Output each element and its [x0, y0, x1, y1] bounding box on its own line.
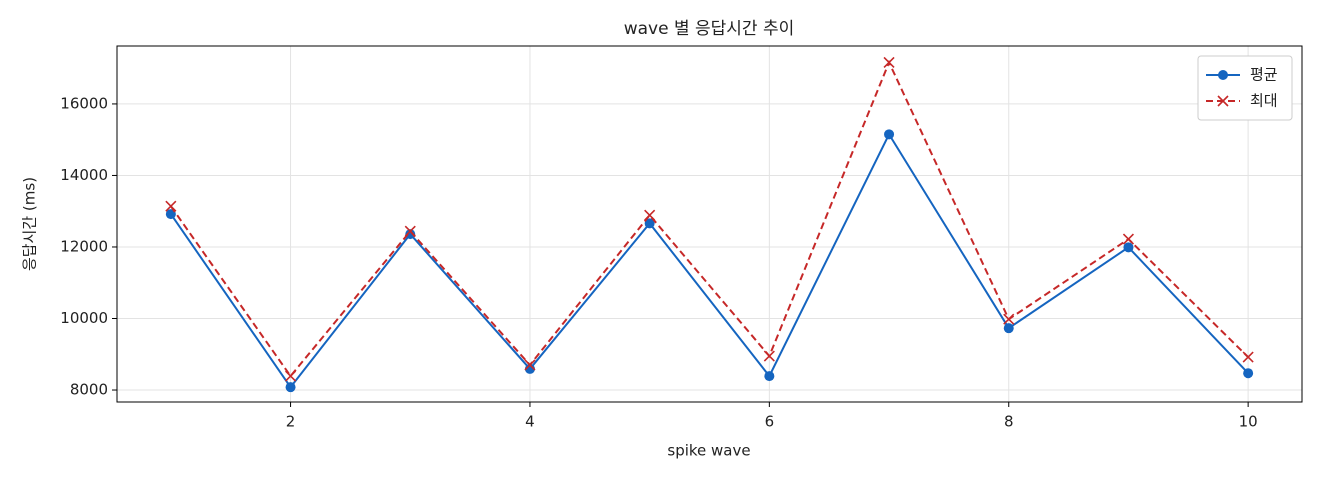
- x-axis-label: spike wave: [667, 442, 750, 460]
- marker: [1003, 313, 1015, 325]
- marker: [1122, 233, 1135, 245]
- marker: [284, 370, 297, 382]
- series-line: [170, 132, 1249, 389]
- x-tick-label: 10: [1239, 413, 1258, 431]
- y-tick-label: 16000: [60, 94, 108, 112]
- chart-title: wave 별 응답시간 추이: [624, 19, 795, 39]
- y-tick-label: 8000: [70, 381, 108, 399]
- marker: [285, 382, 296, 393]
- plot-frame: [116, 45, 1303, 403]
- marker: [1218, 70, 1228, 80]
- marker: [404, 225, 416, 237]
- marker: [644, 209, 656, 221]
- x-tick-label: 4: [525, 413, 535, 431]
- marker: [524, 359, 536, 371]
- x-tick-label: 2: [286, 413, 296, 431]
- legend-box: [1197, 55, 1293, 121]
- series-line: [170, 59, 1249, 378]
- marker: [763, 350, 775, 362]
- y-tick-label: 10000: [60, 309, 108, 327]
- marker: [165, 209, 176, 220]
- marker: [1123, 242, 1134, 253]
- x-tick-label: 8: [1004, 413, 1014, 431]
- marker: [1217, 95, 1229, 107]
- marker: [1243, 368, 1254, 379]
- y-axis-label: 응답시간 (ms): [21, 177, 39, 271]
- marker: [884, 129, 895, 140]
- marker: [1003, 323, 1014, 334]
- marker: [764, 371, 775, 382]
- marker: [644, 218, 655, 229]
- y-tick-label: 12000: [60, 237, 108, 255]
- y-tick-label: 14000: [60, 166, 108, 184]
- legend-label: 최대: [1250, 92, 1278, 110]
- marker: [165, 200, 177, 212]
- x-tick-label: 6: [765, 413, 775, 431]
- legend-label: 평균: [1250, 66, 1278, 84]
- marker: [883, 56, 895, 69]
- marker: [1242, 351, 1254, 363]
- marker: [405, 229, 416, 240]
